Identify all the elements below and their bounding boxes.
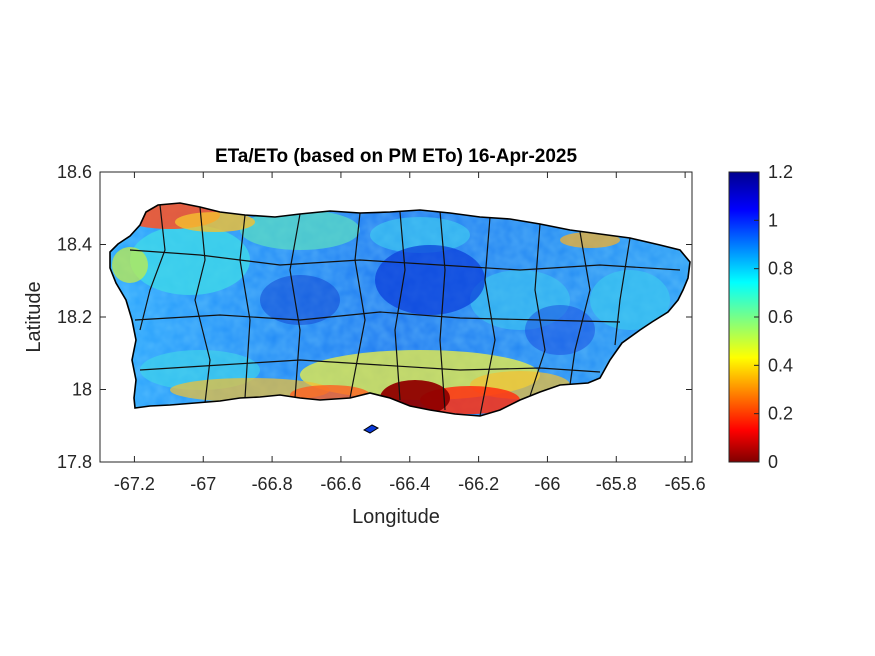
islet-outline [362,424,380,434]
x-tick-label: -67.2 [114,474,155,494]
colorbar-tick-label: 0.8 [768,259,793,279]
y-tick-label: 17.8 [57,452,92,472]
y-axis-label: Latitude [23,281,45,352]
island-outline [109,202,691,417]
colorbar-tick-label: 1 [768,210,778,230]
x-tick-label: -65.8 [596,474,637,494]
colorbar-tick-label: 0.2 [768,404,793,424]
x-tick-label: -66.2 [458,474,499,494]
y-tick-label: 18.2 [57,307,92,327]
x-tick-label: -66.4 [389,474,430,494]
x-tick-label: -66 [534,474,560,494]
colorbar-tick-label: 0.4 [768,355,793,375]
y-tick-label: 18.4 [57,235,92,255]
x-tick-label: -67 [190,474,216,494]
x-tick-label: -65.6 [665,474,706,494]
y-tick-label: 18 [72,380,92,400]
x-axis: -67.2 -67 -66.8 -66.6 -66.4 -66.2 -66 -65.8 -65.… [114,172,706,494]
colorbar-tick-label: 1.2 [768,162,793,182]
y-axis: 17.8 18 18.2 18.4 18.6 [57,162,692,472]
x-tick-label: -66.6 [320,474,361,494]
colorbar-tick-label: 0.6 [768,307,793,327]
colorbar-ticks: 0 0.2 0.4 0.6 0.8 1 1.2 [754,162,793,472]
chart-title: ETa/ETo (based on PM ETo) 16-Apr-2025 [215,146,578,167]
y-tick-label: 18.6 [57,162,92,182]
colorbar-tick-label: 0 [768,452,778,472]
x-tick-label: -66.8 [252,474,293,494]
x-axis-label: Longitude [352,506,440,528]
